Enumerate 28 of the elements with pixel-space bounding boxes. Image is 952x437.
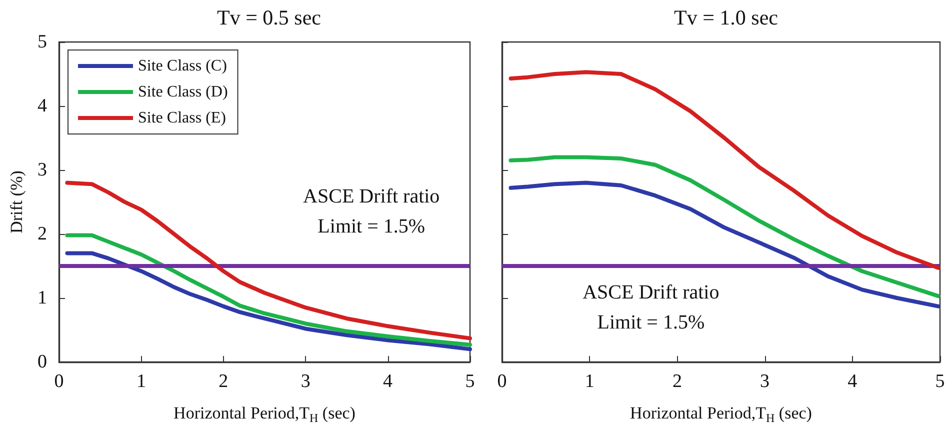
- y-tick-label: 2: [38, 224, 47, 244]
- y-tick-label: 1: [38, 288, 47, 308]
- y-tick-label: 5: [38, 32, 47, 52]
- chart-title: Tv = 0.5 sec: [217, 6, 321, 30]
- x-tick-label: 4: [383, 371, 394, 392]
- y-tick-label: 3: [38, 160, 47, 180]
- legend-label: Site Class (E): [138, 110, 226, 126]
- y-axis-title: Drift (%): [7, 170, 26, 234]
- y-tick-label: 0: [38, 352, 47, 372]
- y-tick-label: 4: [38, 96, 48, 116]
- x-tick-label: 0: [497, 371, 507, 392]
- x-tick-label: 3: [760, 371, 770, 392]
- x-tick-label: 4: [848, 371, 858, 392]
- annotation: ASCE Drift ratio: [582, 282, 720, 304]
- x-tick-label: 1: [584, 371, 594, 392]
- annotation: ASCE Drift ratio: [303, 186, 440, 208]
- legend-label: Site Class (C): [138, 58, 227, 74]
- x-tick-label: 1: [136, 371, 146, 392]
- x-tick-label: 5: [465, 371, 475, 392]
- annotation: Limit = 1.5%: [318, 216, 426, 238]
- x-tick-label: 0: [54, 371, 64, 392]
- legend-label: Site Class (D): [138, 84, 228, 100]
- x-tick-label: 5: [935, 371, 945, 392]
- annotation: Limit = 1.5%: [597, 312, 705, 334]
- chart-title: Tv = 1.0 sec: [674, 6, 778, 30]
- x-tick-label: 3: [300, 371, 310, 392]
- x-tick-label: 2: [672, 371, 682, 392]
- x-tick-label: 2: [218, 371, 228, 392]
